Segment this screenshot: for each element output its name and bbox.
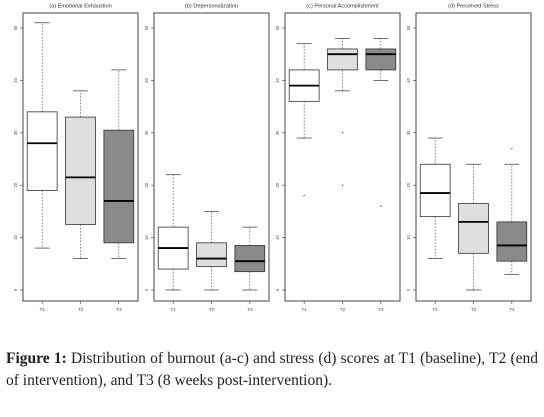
y-tick-label: 0	[13, 288, 18, 291]
x-tick-label: T1	[39, 307, 45, 312]
panel-title: (c) Personal Accomplishment	[306, 4, 379, 10]
outlier-point	[341, 184, 344, 186]
panel-title: (b) Depersonalization	[185, 4, 238, 10]
y-tick-label: 20	[275, 182, 280, 187]
iqr-box	[103, 129, 135, 244]
panel-title: (d) Perceived Stress	[448, 4, 499, 10]
outlier-point	[380, 205, 382, 207]
box-T2	[65, 90, 96, 259]
y-tick-label: 30	[275, 130, 280, 135]
y-tick-label: 10	[406, 235, 411, 240]
x-tick-label: T1	[170, 307, 176, 312]
y-tick-label: 30	[406, 130, 411, 135]
y-tick-label: 30	[13, 130, 18, 135]
iqr-box	[65, 116, 96, 225]
iqr-box	[26, 111, 58, 191]
panel-4: (d) Perceived Stress 0 10 20 30 40 50 T1 T2 T3	[406, 4, 532, 312]
x-tick-label: T2	[471, 307, 477, 312]
iqr-box	[496, 221, 528, 262]
box-T3	[496, 147, 528, 275]
y-tick-label: 40	[406, 77, 411, 82]
y-tick-label: 0	[144, 288, 149, 291]
y-tick-label: 40	[144, 77, 149, 82]
iqr-box	[419, 163, 451, 218]
x-tick-label: T2	[340, 307, 346, 312]
y-tick-label: 0	[275, 288, 280, 291]
y-tick-label: 0	[406, 288, 411, 291]
box-T1	[419, 137, 451, 259]
y-tick-label: 40	[275, 77, 280, 82]
x-tick-label: T3	[116, 307, 122, 312]
y-tick-label: 20	[144, 182, 149, 187]
box-T3	[234, 226, 266, 291]
box-T1	[288, 43, 320, 197]
outlier-point	[341, 132, 344, 134]
box-T1	[26, 22, 58, 249]
y-tick-label: 40	[13, 77, 18, 82]
iqr-box	[196, 242, 227, 267]
x-tick-label: T3	[509, 307, 515, 312]
box-T2	[458, 163, 489, 291]
caption-text: Distribution of burnout (a-c) and stress…	[6, 350, 538, 389]
x-tick-label: T2	[209, 307, 215, 312]
y-tick-label: 20	[406, 182, 411, 187]
y-tick-label: 10	[13, 235, 18, 240]
panel-1: (a) Emotional Exhaustion 0 10 20 30 40 50 T1 T2 T…	[13, 4, 139, 312]
panel-title: (a) Emotional Exhaustion	[49, 4, 112, 10]
y-tick-label: 30	[144, 130, 149, 135]
outlier-point	[511, 147, 513, 150]
x-tick-label: T1	[301, 307, 307, 312]
y-tick-label: 10	[275, 235, 280, 240]
x-tick-label: T3	[247, 307, 253, 312]
iqr-box	[458, 203, 489, 254]
y-tick-label: 50	[13, 25, 18, 30]
x-tick-label: T1	[432, 307, 438, 312]
box-T3	[103, 69, 135, 259]
box-T3	[365, 38, 397, 207]
x-tick-label: T3	[378, 307, 384, 312]
box-T2	[196, 211, 227, 291]
panel-3: (c) Personal Accomplishment 0 10 20 30 40 50 T1…	[275, 4, 401, 312]
box-T1	[157, 174, 189, 291]
outlier-point	[303, 194, 305, 197]
iqr-box	[234, 245, 266, 273]
y-tick-label: 20	[13, 182, 18, 187]
y-tick-label: 50	[144, 25, 149, 30]
figure-caption: Figure 1: Distribution of burnout (a-c) …	[6, 348, 538, 392]
y-tick-label: 50	[406, 25, 411, 30]
caption-label: Figure 1:	[6, 350, 67, 367]
boxplot-panels: (a) Emotional Exhaustion 0 10 20 30 40 50 T1 T2 T…	[13, 4, 532, 312]
box-T2	[327, 38, 358, 186]
x-tick-label: T2	[78, 307, 84, 312]
iqr-box	[365, 48, 397, 71]
y-tick-label: 50	[275, 25, 280, 30]
panel-2: (b) Depersonalization 0 10 20 30 40 50 T1 T2 T3	[144, 4, 270, 312]
iqr-box	[327, 48, 358, 71]
y-tick-label: 10	[144, 235, 149, 240]
